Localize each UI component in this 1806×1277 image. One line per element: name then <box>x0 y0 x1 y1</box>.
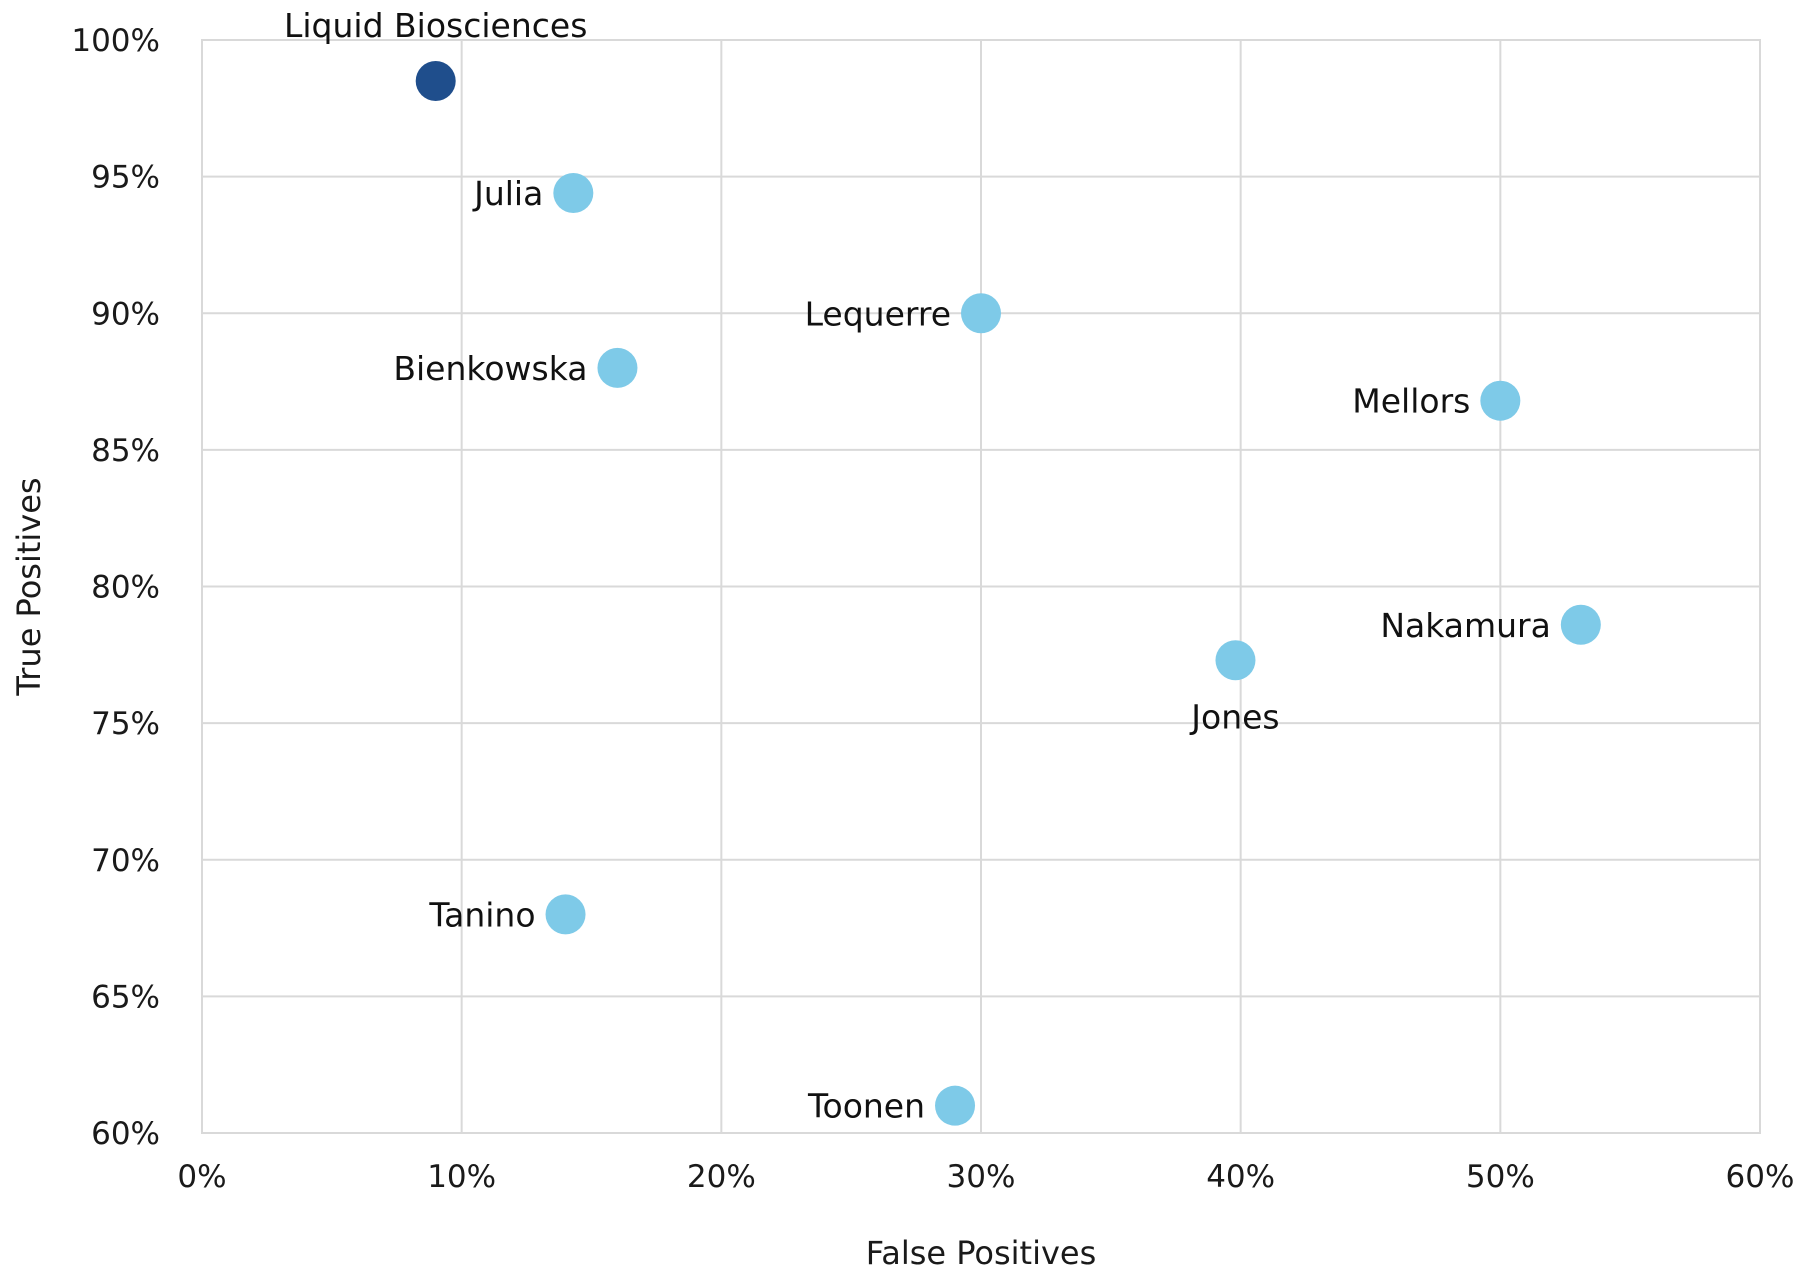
point-label: Mellors <box>1352 382 1470 421</box>
point-label: Lequerre <box>805 294 951 333</box>
plot-area <box>201 39 1761 1134</box>
data-point <box>553 173 594 214</box>
point-label: Nakamura <box>1380 606 1551 645</box>
point-label: Liquid Biosciences <box>284 6 587 45</box>
y-tick-label: 60% <box>91 1116 160 1152</box>
x-tick-label: 40% <box>1206 1159 1275 1195</box>
grid-lines <box>201 39 1761 1134</box>
point-label: Bienkowska <box>393 349 587 388</box>
y-tick-label: 70% <box>91 843 160 879</box>
y-tick-label: 85% <box>91 433 160 469</box>
point-label: Toonen <box>807 1087 925 1126</box>
point-label: Julia <box>472 174 543 213</box>
data-point <box>415 60 456 101</box>
y-axis-title: True Positives <box>10 477 48 696</box>
y-axis-ticks: 60% 65% 70% 75% 80% 85% 90% 95% 100% <box>71 23 160 1152</box>
x-tick-label: 60% <box>1726 1159 1795 1195</box>
y-tick-label: 65% <box>91 979 160 1015</box>
data-point <box>935 1085 976 1126</box>
y-tick-label: 100% <box>71 23 160 59</box>
y-tick-label: 80% <box>91 570 160 606</box>
point-label: Jones <box>1189 697 1279 736</box>
y-tick-label: 75% <box>91 706 160 742</box>
data-point <box>1560 604 1601 645</box>
x-tick-label: 0% <box>177 1159 226 1195</box>
x-tick-label: 20% <box>687 1159 756 1195</box>
point-label: Tanino <box>428 895 535 934</box>
y-tick-label: 90% <box>91 296 160 332</box>
x-tick-label: 30% <box>947 1159 1016 1195</box>
x-tick-label: 10% <box>427 1159 496 1195</box>
y-tick-label: 95% <box>91 160 160 196</box>
data-point <box>545 894 586 935</box>
x-axis-title: False Positives <box>866 1234 1097 1272</box>
point-labels: Liquid Biosciences Julia Lequerre Bienkowsk… <box>284 6 1551 1126</box>
x-tick-label: 50% <box>1466 1159 1535 1195</box>
x-axis-ticks: 0% 10% 20% 30% 40% 50% 60% <box>177 1159 1794 1195</box>
data-point <box>961 293 1001 334</box>
data-point <box>1480 380 1521 421</box>
data-point <box>597 347 638 388</box>
data-points <box>415 60 1601 1126</box>
data-point <box>1215 640 1256 681</box>
